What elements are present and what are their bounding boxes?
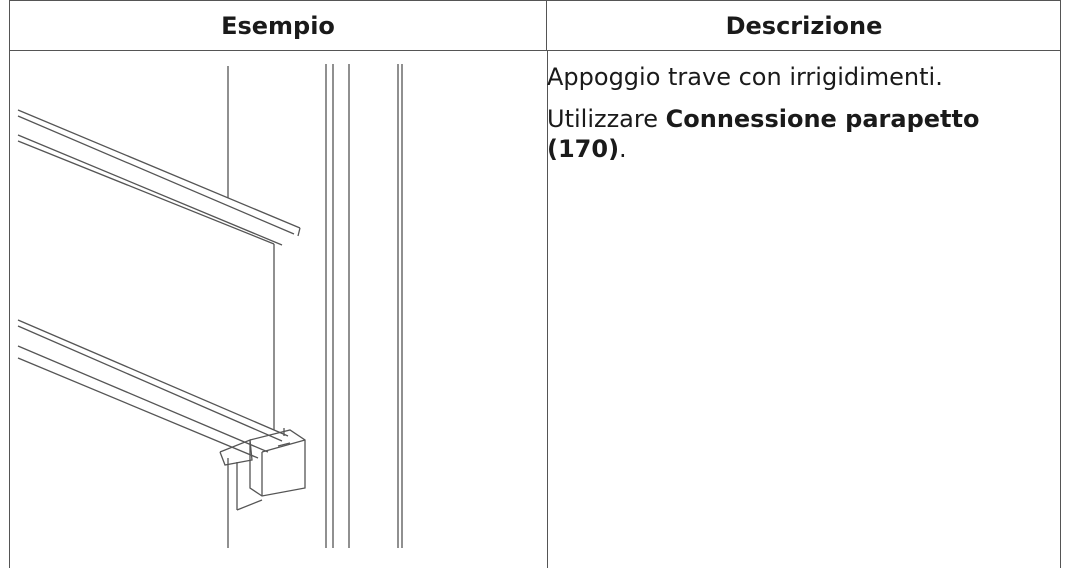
example-drawing [17,64,403,548]
header-cell: Descrizione [547,1,1061,51]
header-cell: Esempio [10,1,547,51]
text: Utilizzare [547,105,666,133]
table: Esempio Descrizione [9,0,1061,568]
column-divider [547,51,548,568]
description-text: Utilizzare Connessione parapetto (170). [547,104,1047,164]
text: . [619,135,627,163]
description-cell: Appoggio trave con irrigidimenti. Utiliz… [547,62,1047,176]
bold-text: Connessione parapetto (170) [547,105,980,163]
description-text: Appoggio trave con irrigidimenti. [547,63,943,91]
